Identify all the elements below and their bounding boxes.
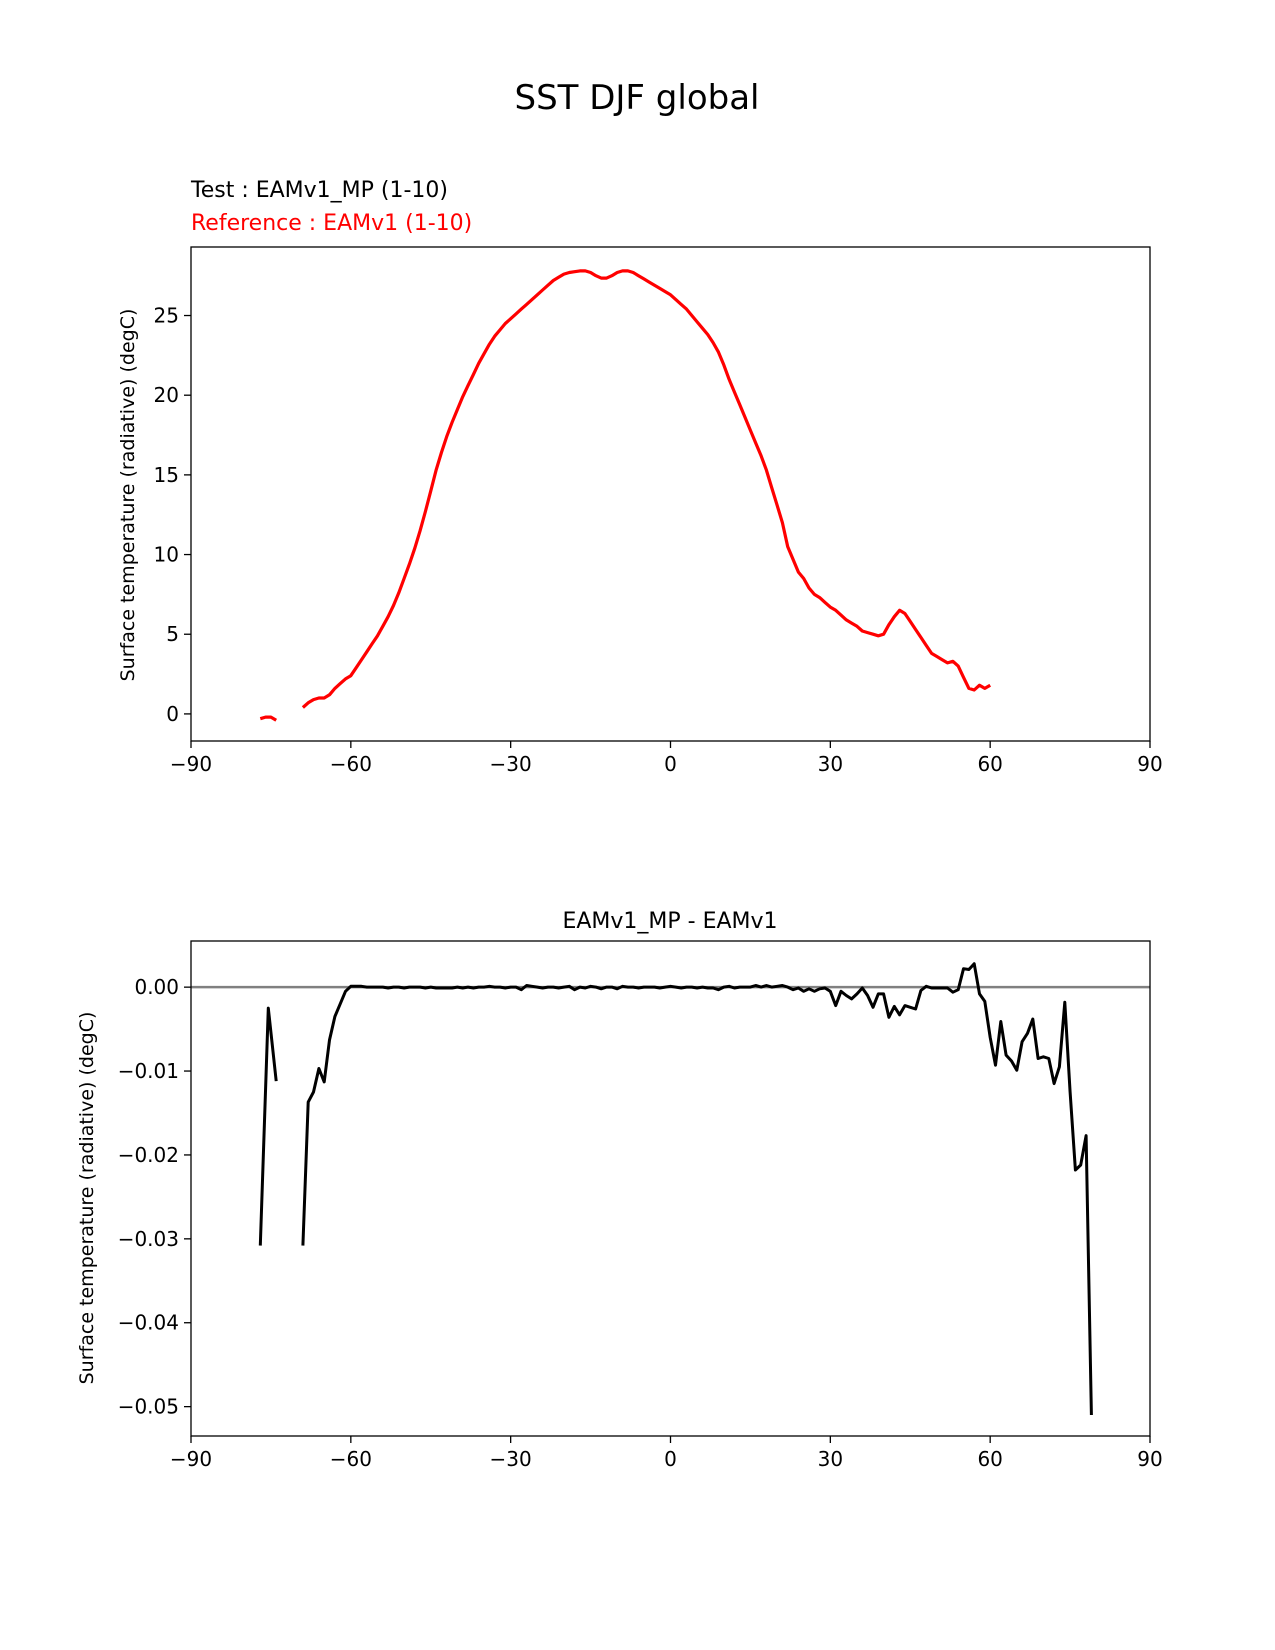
bottom-axes-frame [190, 940, 1151, 1437]
difference-title: EAMv1_MP - EAMv1 [562, 909, 777, 934]
test-title: Test : EAMv1_MP (1-10) [190, 178, 448, 203]
bottom-x-tick-label: 30 [818, 1447, 843, 1471]
top-y-tick-label: 15 [154, 463, 179, 487]
top-y-tick-label: 25 [154, 304, 179, 328]
reference-title: Reference : EAMv1 (1-10) [191, 211, 472, 236]
top-y-tick-label: 5 [166, 622, 179, 646]
top-x-tick-label: 90 [1137, 752, 1162, 776]
top-series-line [301, 269, 992, 709]
bottom-y-tick-label: −0.03 [118, 1227, 179, 1251]
top-axis-ticks: −90 −60 −30 0 30 60 90 0 5 10 15 20 25 [154, 304, 1163, 776]
top-series-layer [259, 269, 992, 722]
bottom-x-tick-label: −60 [330, 1447, 372, 1471]
bottom-x-tick-label: 0 [664, 1447, 677, 1471]
top-x-tick-label: 0 [664, 752, 677, 776]
figure-title: SST DJF global [514, 78, 759, 118]
bottom-x-tick-label: 60 [977, 1447, 1002, 1471]
top-series-line [259, 715, 278, 722]
top-y-tick-label: 10 [154, 543, 179, 567]
top-x-tick-label: −60 [330, 752, 372, 776]
bottom-y-tick-label: 0.00 [134, 975, 179, 999]
top-x-tick-label: 30 [818, 752, 843, 776]
bottom-x-tick-label: 90 [1137, 1447, 1162, 1471]
bottom-y-tick-label: −0.04 [118, 1311, 179, 1335]
top-y-axis-label: Surface temperature (radiative) (degC) [117, 309, 139, 682]
bottom-y-tick-label: −0.01 [118, 1059, 179, 1083]
bottom-y-tick-label: −0.05 [118, 1395, 179, 1419]
bottom-series-line [258, 1006, 278, 1246]
bottom-y-tick-label: −0.02 [118, 1143, 179, 1167]
bottom-series-line [301, 962, 1093, 1416]
top-y-tick-label: 0 [166, 702, 179, 726]
bottom-series-layer [258, 962, 1093, 1416]
bottom-y-axis-label: Surface temperature (radiative) (degC) [76, 1012, 98, 1385]
top-panel: Test : EAMv1_MP (1-10) Reference : EAMv1… [117, 178, 1163, 776]
top-axes-frame [190, 246, 1151, 742]
bottom-x-tick-label: −30 [490, 1447, 532, 1471]
bottom-axis-ticks: −90 −60 −30 0 30 60 90 0.00 −0.01 −0.02 −0.03 −0.04… [118, 975, 1163, 1471]
top-x-tick-label: 60 [977, 752, 1002, 776]
bottom-panel: EAMv1_MP - EAMv1 Surface temperature (ra… [76, 909, 1163, 1471]
top-x-tick-label: −90 [170, 752, 212, 776]
bottom-x-tick-label: −90 [170, 1447, 212, 1471]
top-y-tick-label: 20 [154, 383, 179, 407]
top-x-tick-label: −30 [490, 752, 532, 776]
